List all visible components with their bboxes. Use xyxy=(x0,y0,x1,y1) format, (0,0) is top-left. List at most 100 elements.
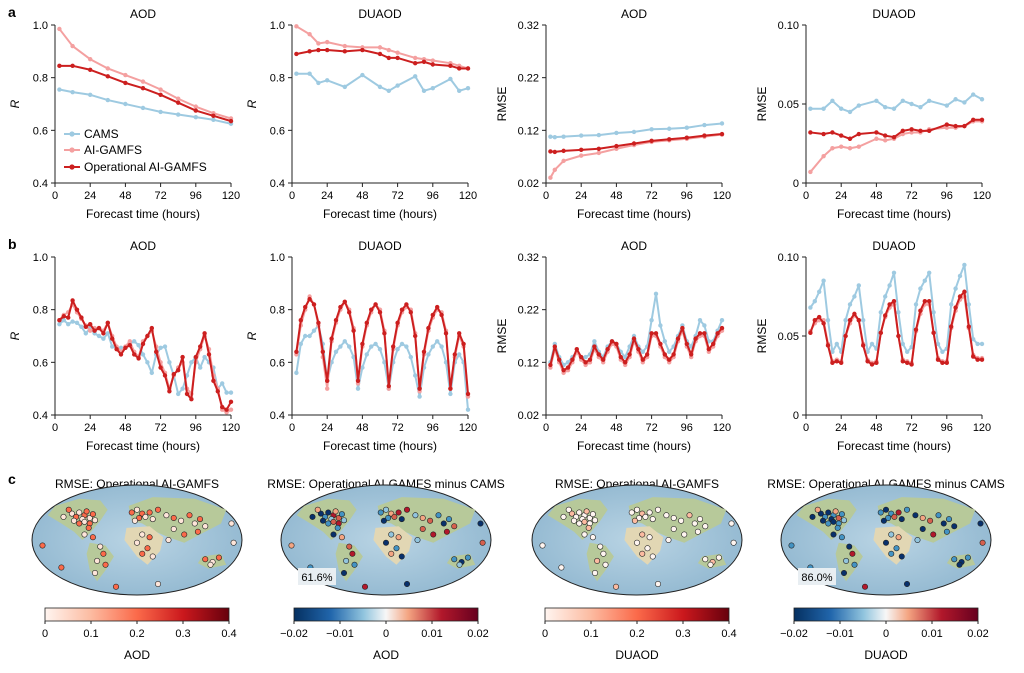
data-point xyxy=(671,352,676,357)
data-point xyxy=(975,341,980,347)
colorbar-tick-label: −0.02 xyxy=(280,628,308,640)
station-marker xyxy=(89,511,96,518)
data-point xyxy=(395,55,400,61)
station-marker xyxy=(809,513,816,520)
legend-label-cams: CAMS xyxy=(84,127,119,141)
data-point xyxy=(140,79,146,84)
x-axis-label: Forecast time (hours) xyxy=(837,207,951,221)
data-point xyxy=(101,336,106,341)
map-panels: RMSE: Operational AI-GAMFS 0 0.1 0.2 0.3 0.4 A… xyxy=(31,477,1005,662)
station-marker xyxy=(912,512,919,519)
data-point xyxy=(395,346,400,352)
y-tick-label: 0.8 xyxy=(33,73,48,85)
station-marker xyxy=(165,536,172,543)
data-point xyxy=(957,273,963,279)
data-point xyxy=(979,341,985,347)
data-point xyxy=(896,310,901,315)
data-point xyxy=(465,86,471,91)
data-point xyxy=(653,331,659,336)
data-point xyxy=(830,146,835,151)
series-line xyxy=(58,28,232,120)
station-marker xyxy=(76,520,83,527)
station-marker xyxy=(464,554,471,561)
chart-title: DUAOD xyxy=(872,7,916,21)
data-point xyxy=(662,339,667,344)
colorbar-tick-label: 0.3 xyxy=(675,628,690,640)
station-marker xyxy=(665,536,672,543)
data-point xyxy=(812,299,817,304)
data-point xyxy=(461,341,466,347)
station-marker xyxy=(340,569,347,576)
data-point xyxy=(808,130,813,135)
station-marker xyxy=(39,542,46,549)
data-point xyxy=(592,344,597,349)
station-marker xyxy=(964,554,971,561)
data-point xyxy=(962,289,967,294)
colorbar-label: AOD xyxy=(124,648,150,662)
data-point xyxy=(351,354,356,360)
data-point xyxy=(430,58,435,63)
station-marker xyxy=(945,516,952,523)
data-point xyxy=(618,354,623,360)
x-tick-label: 72 xyxy=(905,422,917,434)
data-point xyxy=(70,319,75,324)
data-point xyxy=(557,357,562,362)
station-marker xyxy=(92,517,99,524)
colorbar-tick-label: 0.3 xyxy=(175,628,190,640)
station-marker xyxy=(309,513,316,520)
data-point xyxy=(667,357,672,362)
map-title: RMSE: Operational AI-GAMFS minus CAMS xyxy=(767,477,1004,491)
line-charts: AOD 0 24 48 72 96 120 0.4 0.6 0.8 1.0 Forecast time… xyxy=(8,7,991,453)
data-point xyxy=(596,146,601,151)
data-point xyxy=(373,302,378,307)
data-point xyxy=(303,304,308,310)
colorbar-label: AOD xyxy=(373,648,399,662)
station-marker xyxy=(568,510,575,517)
data-point xyxy=(883,104,888,110)
station-marker xyxy=(654,506,661,513)
data-point xyxy=(123,72,128,78)
data-point xyxy=(228,407,234,412)
series-op xyxy=(808,117,985,141)
data-point xyxy=(905,360,910,366)
data-point xyxy=(145,333,150,339)
data-point xyxy=(404,344,409,349)
station-marker xyxy=(207,561,214,568)
data-point xyxy=(329,336,334,341)
station-marker xyxy=(558,564,565,571)
data-point xyxy=(347,310,352,315)
y-tick-label: 0.05 xyxy=(778,99,799,111)
series-op xyxy=(548,325,725,373)
station-marker xyxy=(58,564,65,571)
chart-a-4: DUAOD 0 24 48 72 96 120 0 0.05 0.10 Forecast time … xyxy=(755,7,991,221)
chart-title: AOD xyxy=(130,7,156,21)
x-tick-label: 96 xyxy=(427,190,439,202)
data-point xyxy=(399,307,405,312)
data-point xyxy=(101,331,106,336)
data-point xyxy=(110,344,115,349)
data-point xyxy=(561,368,566,373)
data-point xyxy=(614,130,619,136)
data-point xyxy=(435,304,440,310)
data-point xyxy=(228,118,234,124)
station-marker xyxy=(146,534,153,541)
data-point xyxy=(57,318,62,323)
data-point xyxy=(896,333,901,339)
chart-title: AOD xyxy=(621,7,647,21)
station-marker xyxy=(600,550,607,557)
data-point xyxy=(865,359,870,364)
data-point xyxy=(834,341,839,347)
station-marker xyxy=(395,509,402,516)
station-marker xyxy=(649,516,656,523)
colorbar-tick-label: 0 xyxy=(42,628,48,640)
data-point xyxy=(971,92,976,97)
data-point xyxy=(817,314,822,320)
data-point xyxy=(105,331,111,336)
data-point xyxy=(382,331,387,336)
data-point xyxy=(817,289,822,294)
colorbar-tick-label: −0.01 xyxy=(826,628,854,640)
data-point xyxy=(377,51,383,57)
data-point xyxy=(649,138,654,144)
data-point xyxy=(949,324,954,329)
station-marker xyxy=(585,524,592,531)
